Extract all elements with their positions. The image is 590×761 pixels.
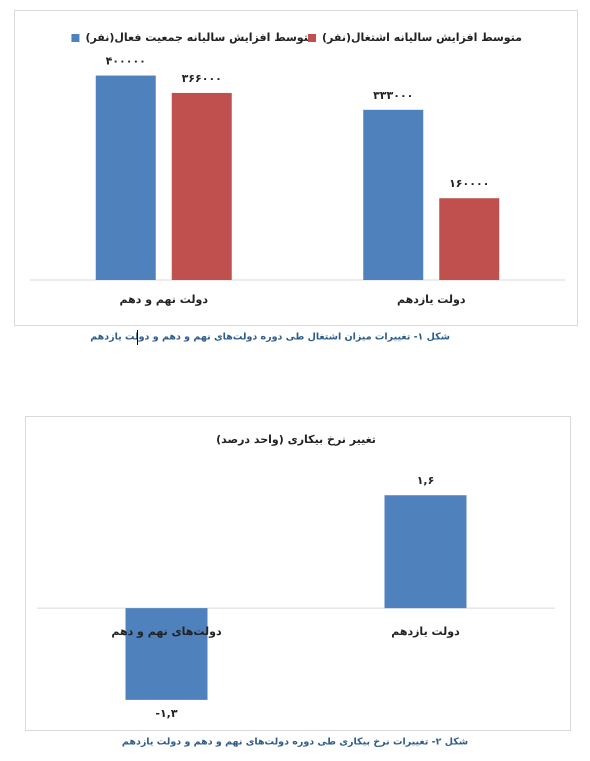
bar xyxy=(125,608,208,700)
x-tick-label: دولت‌های نهم و دهم xyxy=(111,625,222,638)
legend-swatch xyxy=(71,34,80,42)
legend-label: متوسط افزایش سالیانه جمعیت فعال(نفر) xyxy=(85,31,315,44)
x-tick-label: دولت یازدهم xyxy=(397,293,466,306)
x-tick-label: دولت یازدهم xyxy=(391,625,460,638)
value-label: -۱,۳ xyxy=(155,707,177,720)
bar xyxy=(439,198,500,280)
bar xyxy=(171,92,232,280)
value-label: ۴۰۰۰۰۰ xyxy=(106,55,146,68)
bar xyxy=(95,75,156,280)
chart-title: تغییر نرخ بیکاری (واحد درصد) xyxy=(216,433,376,446)
value-label: ۳۶۶۰۰۰ xyxy=(182,72,222,85)
x-tick-label: دولت نهم و دهم xyxy=(120,293,209,306)
value-label: ۱۶۰۰۰۰ xyxy=(449,177,489,190)
bar xyxy=(384,495,467,609)
caption: شکل ۱- تغییرات میزان اشتغال طی دوره دولت… xyxy=(90,332,450,343)
legend-swatch xyxy=(308,34,317,42)
caption: شکل ۲- تغییرات نرخ بیکاری طی دوره دولت‌ه… xyxy=(122,737,468,748)
value-label: ۳۳۳۰۰۰ xyxy=(373,89,413,102)
bar xyxy=(363,109,424,280)
value-label: ۱,۶ xyxy=(417,474,435,487)
legend-label: متوسط افزایش سالیانه اشتغال(نفر) xyxy=(322,31,522,44)
chart-frame xyxy=(25,416,571,731)
